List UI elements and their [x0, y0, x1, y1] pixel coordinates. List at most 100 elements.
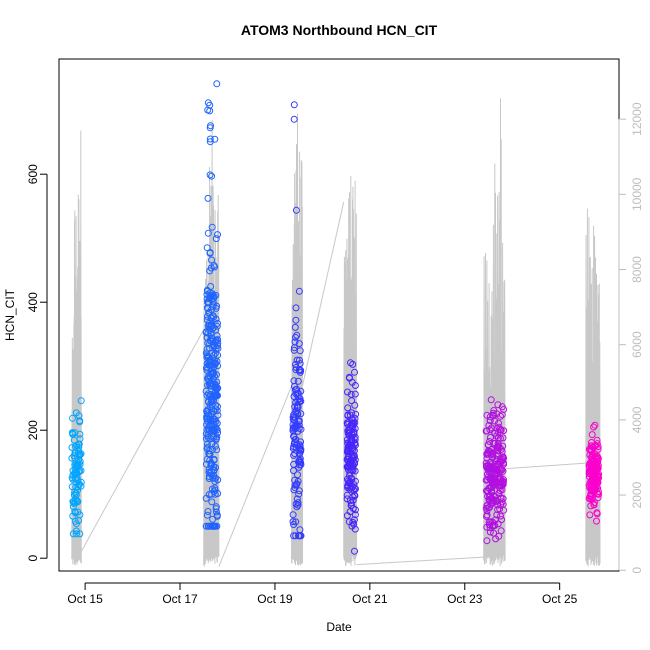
x-tick-label: Oct 25 — [542, 592, 578, 606]
ferry-segment-4 — [356, 556, 484, 566]
data-point — [344, 484, 352, 492]
data-point — [204, 434, 212, 441]
data-point — [291, 425, 299, 433]
data-point — [292, 518, 300, 526]
data-point — [206, 522, 214, 530]
data-point — [208, 223, 216, 231]
y-axis-left: 0 200 400 600 — [26, 164, 48, 562]
y2-tick-label: 4000 — [630, 406, 644, 433]
data-point — [586, 484, 594, 491]
x-tick-label: Oct 17 — [162, 592, 198, 606]
data-point — [76, 511, 84, 519]
data-point — [290, 393, 298, 400]
data-point — [486, 503, 494, 511]
data-point — [204, 194, 212, 202]
data-point — [586, 511, 594, 519]
data-point — [210, 324, 217, 331]
data-point — [498, 448, 506, 455]
data-point — [69, 429, 77, 437]
data-point — [351, 477, 359, 485]
data-point — [482, 504, 490, 512]
data-point — [208, 498, 216, 506]
data-point — [207, 264, 215, 272]
data-point — [293, 503, 301, 511]
data-point — [209, 303, 217, 311]
plot-frame — [58, 58, 620, 572]
altitude-burst-5 — [483, 98, 506, 567]
data-point — [205, 491, 213, 499]
data-point — [496, 425, 504, 433]
data-point — [296, 397, 304, 405]
data-point — [290, 115, 298, 123]
data-point — [76, 430, 84, 438]
data-point — [296, 458, 304, 466]
data-point — [206, 249, 214, 256]
data-point — [292, 304, 300, 312]
data-point — [594, 477, 602, 484]
data-point — [346, 478, 354, 486]
data-point — [206, 107, 214, 115]
data-point — [212, 315, 220, 323]
data-point — [208, 172, 216, 180]
data-point — [213, 512, 221, 520]
data-point — [591, 421, 599, 429]
data-point — [204, 229, 212, 237]
data-point — [349, 452, 357, 460]
data-point — [488, 487, 496, 494]
data-point — [289, 416, 297, 424]
data-point — [491, 481, 499, 489]
data-point — [497, 412, 504, 420]
data-point — [350, 520, 358, 528]
data-point — [289, 518, 297, 526]
data-point — [496, 487, 504, 495]
data-point — [292, 500, 300, 508]
data-point — [497, 527, 505, 535]
data-point — [204, 298, 211, 306]
altitude-burst-2 — [203, 120, 220, 567]
data-point — [214, 231, 221, 239]
data-point — [590, 501, 598, 509]
data-point — [213, 446, 221, 454]
data-point — [213, 508, 220, 516]
data-point — [205, 475, 213, 482]
data-point — [210, 351, 218, 359]
data-point — [296, 461, 304, 469]
data-point — [213, 433, 221, 441]
data-point — [296, 444, 303, 452]
data-point — [204, 522, 212, 530]
y2-tick-label: 8000 — [630, 256, 644, 283]
data-point — [592, 462, 600, 470]
data-point — [351, 368, 358, 376]
data-point — [75, 412, 83, 420]
data-point — [292, 206, 300, 214]
x-tick-label: Oct 21 — [352, 592, 388, 606]
data-point — [498, 403, 506, 411]
data-point — [292, 316, 300, 324]
data-point — [292, 333, 299, 341]
data-point — [208, 405, 216, 413]
data-point — [294, 403, 302, 411]
data-point — [210, 369, 218, 377]
data-point — [351, 547, 358, 555]
data-point — [291, 338, 299, 346]
data-point — [493, 498, 501, 505]
y-tick-label: 200 — [26, 420, 40, 440]
data-point — [211, 357, 218, 364]
data-point — [202, 522, 210, 530]
data-point — [295, 287, 303, 295]
data-point — [206, 135, 214, 143]
data-point — [69, 530, 77, 538]
data-point — [204, 329, 212, 337]
y-tick-label: 600 — [26, 164, 40, 184]
data-point — [497, 426, 505, 434]
data-point — [589, 476, 597, 484]
data-point — [297, 532, 305, 540]
data-point — [294, 471, 301, 479]
data-point — [205, 321, 213, 329]
data-point — [293, 481, 300, 489]
data-point — [499, 434, 507, 442]
data-point — [493, 461, 501, 469]
x-axis: Oct 15 Oct 17 Oct 19 Oct 21 Oct 23 Oct 25 — [67, 582, 578, 606]
data-point — [214, 351, 222, 359]
